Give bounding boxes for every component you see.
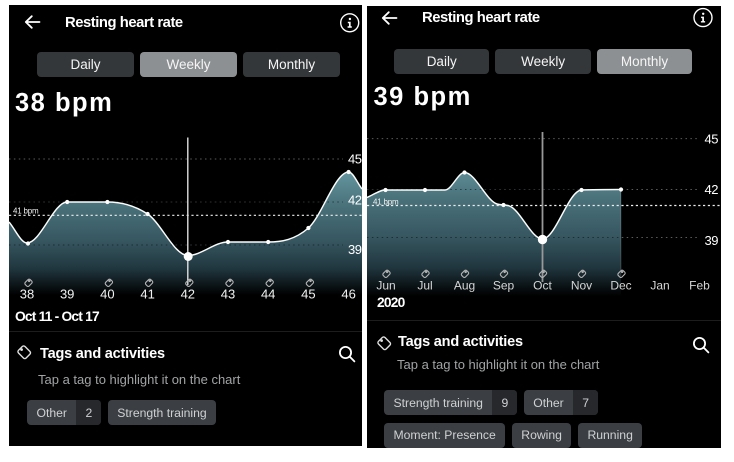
svg-text:45: 45 bbox=[301, 287, 315, 302]
svg-text:39: 39 bbox=[348, 242, 362, 257]
svg-text:Jul: Jul bbox=[417, 279, 432, 293]
svg-text:Jan: Jan bbox=[650, 279, 669, 293]
svg-text:42: 42 bbox=[348, 193, 362, 208]
svg-text:Feb: Feb bbox=[689, 279, 710, 293]
svg-text:40: 40 bbox=[100, 287, 114, 302]
svg-text:38: 38 bbox=[20, 287, 34, 302]
svg-text:41 bpm: 41 bpm bbox=[373, 197, 399, 206]
svg-text:43: 43 bbox=[221, 287, 235, 302]
svg-text:42: 42 bbox=[705, 182, 719, 197]
svg-text:Nov: Nov bbox=[571, 279, 592, 293]
svg-text:39: 39 bbox=[60, 287, 74, 302]
svg-text:45: 45 bbox=[348, 152, 362, 167]
svg-text:Jun: Jun bbox=[376, 279, 395, 293]
svg-text:45: 45 bbox=[705, 132, 719, 147]
svg-text:Sep: Sep bbox=[493, 279, 515, 293]
svg-text:39: 39 bbox=[705, 233, 719, 248]
svg-text:41 bpm: 41 bpm bbox=[13, 206, 39, 215]
svg-text:46: 46 bbox=[341, 287, 355, 302]
svg-text:42: 42 bbox=[181, 287, 195, 302]
svg-text:41: 41 bbox=[140, 287, 154, 302]
svg-text:Aug: Aug bbox=[454, 279, 475, 293]
svg-text:44: 44 bbox=[261, 287, 275, 302]
svg-text:Oct: Oct bbox=[533, 279, 552, 293]
svg-text:Dec: Dec bbox=[610, 279, 631, 293]
